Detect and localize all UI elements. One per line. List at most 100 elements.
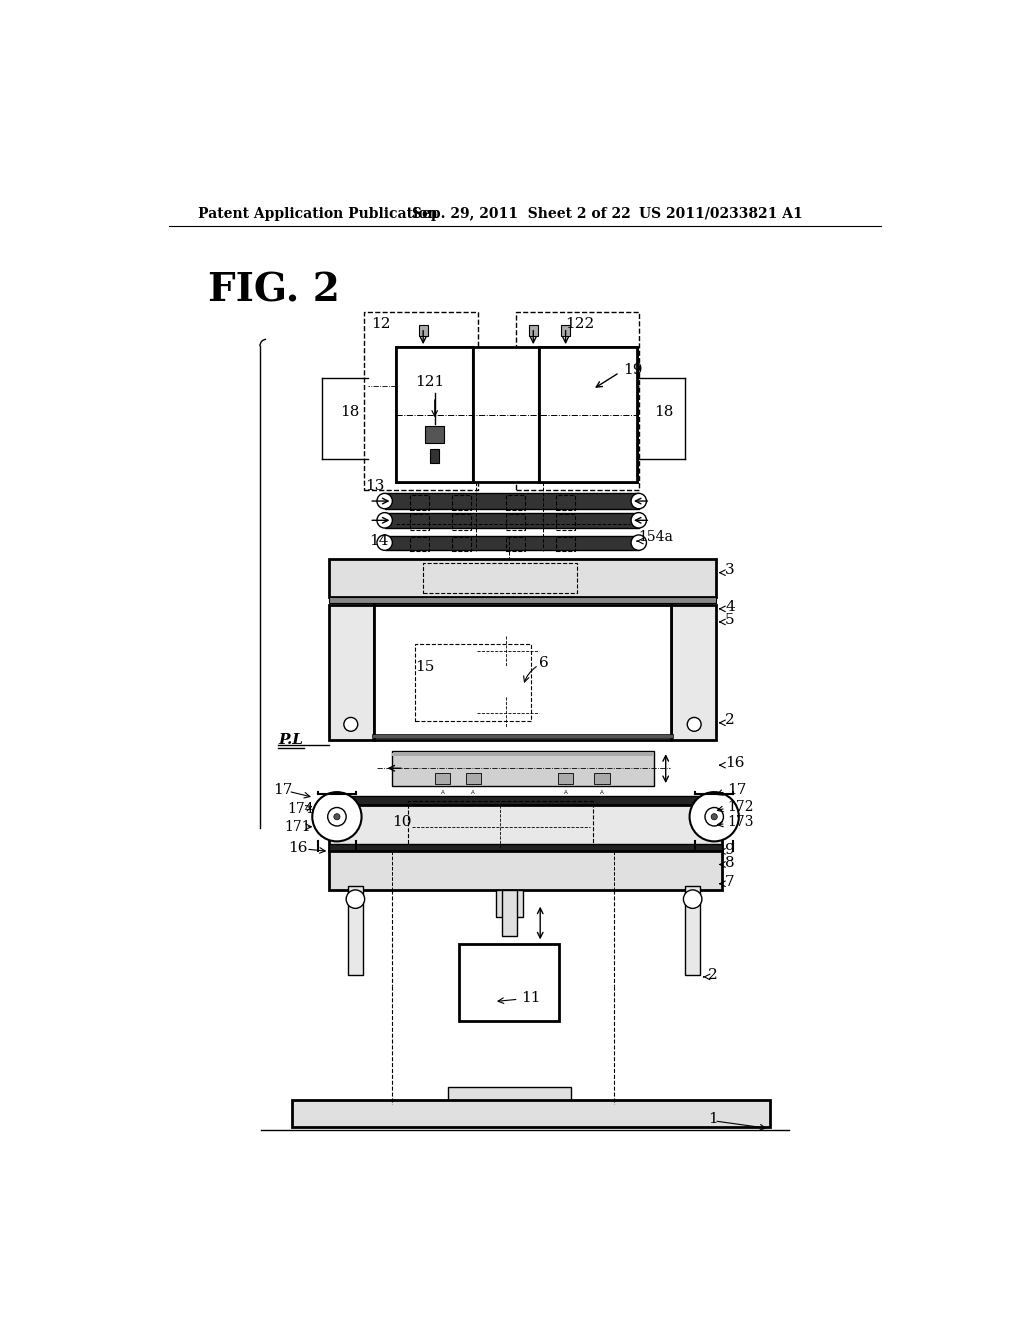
Bar xyxy=(385,512,639,528)
Bar xyxy=(330,558,716,598)
Text: 19: 19 xyxy=(624,363,643,378)
Text: 121: 121 xyxy=(416,375,444,388)
Bar xyxy=(556,537,574,552)
Bar xyxy=(330,805,722,851)
Circle shape xyxy=(344,718,357,731)
Text: 7: 7 xyxy=(725,875,734,890)
Text: 12: 12 xyxy=(371,317,390,331)
Text: 17: 17 xyxy=(727,783,746,797)
Text: 5: 5 xyxy=(725,614,734,627)
Bar xyxy=(506,537,524,552)
Circle shape xyxy=(683,890,701,908)
Text: 15: 15 xyxy=(416,660,435,673)
Bar xyxy=(506,495,524,511)
Text: 6: 6 xyxy=(539,656,549,669)
Bar xyxy=(671,605,716,739)
Bar xyxy=(515,313,639,490)
Bar xyxy=(330,851,722,890)
Text: 3: 3 xyxy=(725,564,734,577)
Text: Patent Application Publication: Patent Application Publication xyxy=(199,207,438,220)
Text: 122: 122 xyxy=(565,317,595,331)
Text: 2: 2 xyxy=(725,714,735,727)
Text: 8: 8 xyxy=(725,855,734,870)
Bar xyxy=(539,347,637,482)
Text: 11: 11 xyxy=(521,991,541,1005)
Bar xyxy=(392,752,654,756)
Text: 172: 172 xyxy=(727,800,754,813)
Bar xyxy=(374,605,671,739)
Bar xyxy=(392,751,654,785)
Bar xyxy=(348,886,364,974)
Bar xyxy=(496,890,523,917)
Bar xyxy=(528,325,538,335)
Bar xyxy=(396,347,473,482)
Text: A: A xyxy=(600,789,604,795)
Bar xyxy=(594,774,609,784)
Bar xyxy=(435,774,451,784)
Text: 18: 18 xyxy=(654,405,674,420)
Bar xyxy=(330,843,722,851)
Bar xyxy=(453,537,471,552)
Circle shape xyxy=(631,535,646,550)
Circle shape xyxy=(328,808,346,826)
Bar xyxy=(556,515,574,529)
Text: 16: 16 xyxy=(289,841,308,854)
Bar xyxy=(408,801,593,846)
Circle shape xyxy=(312,792,361,841)
Bar xyxy=(396,347,637,482)
Circle shape xyxy=(631,494,646,508)
Circle shape xyxy=(689,792,739,841)
Text: 16: 16 xyxy=(725,756,744,770)
Circle shape xyxy=(705,808,724,826)
Text: 4: 4 xyxy=(725,601,735,614)
Text: 18: 18 xyxy=(340,405,359,420)
Bar xyxy=(430,449,439,462)
Text: FIG. 2: FIG. 2 xyxy=(208,272,339,310)
Text: 1: 1 xyxy=(708,1113,718,1126)
Bar xyxy=(364,313,478,490)
Circle shape xyxy=(334,813,340,820)
Text: 171: 171 xyxy=(285,820,311,834)
Text: 13: 13 xyxy=(366,479,385,492)
Bar xyxy=(373,734,673,738)
Text: A: A xyxy=(440,789,444,795)
Bar xyxy=(561,325,570,335)
Bar xyxy=(447,1088,571,1104)
Text: 174: 174 xyxy=(287,803,313,816)
Circle shape xyxy=(711,813,717,820)
Text: P.L: P.L xyxy=(279,733,303,747)
Bar xyxy=(330,796,722,805)
Text: A: A xyxy=(564,789,567,795)
Text: 10: 10 xyxy=(392,816,412,829)
Circle shape xyxy=(631,512,646,528)
Text: 2: 2 xyxy=(708,968,718,982)
Bar xyxy=(460,944,559,1020)
Bar xyxy=(425,426,444,444)
Bar xyxy=(416,644,531,721)
Text: 9: 9 xyxy=(725,843,735,857)
Bar xyxy=(385,494,639,508)
Text: 173: 173 xyxy=(727,816,754,829)
Text: 154a: 154a xyxy=(639,531,674,544)
Text: A: A xyxy=(471,789,475,795)
Text: US 2011/0233821 A1: US 2011/0233821 A1 xyxy=(639,207,803,220)
Bar xyxy=(466,774,481,784)
Bar xyxy=(423,562,578,594)
Bar xyxy=(685,886,700,974)
Bar xyxy=(385,536,639,549)
Circle shape xyxy=(377,494,392,508)
Bar xyxy=(453,495,471,511)
Circle shape xyxy=(377,535,392,550)
Text: 17: 17 xyxy=(273,783,293,797)
Circle shape xyxy=(346,890,365,908)
Circle shape xyxy=(377,512,392,528)
Bar xyxy=(410,515,429,529)
Circle shape xyxy=(687,718,701,731)
Bar xyxy=(502,890,517,936)
Bar xyxy=(419,325,428,335)
Bar xyxy=(410,495,429,511)
Bar xyxy=(506,515,524,529)
Bar xyxy=(453,515,471,529)
Bar xyxy=(558,774,573,784)
Bar xyxy=(330,597,716,603)
